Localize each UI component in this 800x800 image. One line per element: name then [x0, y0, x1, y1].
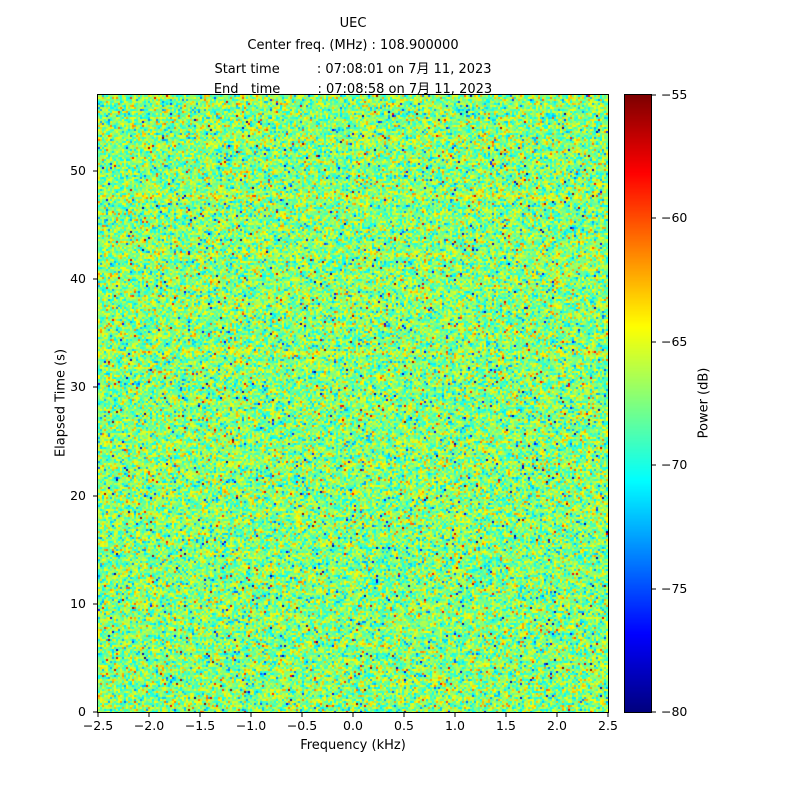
colorbar-tick-label: −65	[661, 333, 688, 349]
x-tick-label: −0.5	[286, 718, 318, 733]
x-tick-mark	[352, 713, 354, 717]
colorbar-tick-mark	[652, 464, 656, 466]
x-tick-mark	[250, 713, 252, 717]
colorbar-tick-label: −55	[661, 86, 688, 102]
plot-area	[97, 94, 609, 713]
y-tick-label: 10	[70, 595, 86, 611]
x-axis-label: Frequency (kHz)	[300, 738, 406, 753]
spectrogram-heatmap	[98, 95, 608, 712]
colorbar-gradient	[625, 95, 651, 712]
y-tick-mark	[93, 386, 97, 388]
colorbar-tick-mark	[652, 711, 656, 713]
x-tick-mark	[454, 713, 456, 717]
x-tick-mark	[301, 713, 303, 717]
figure-title: UEC	[339, 16, 367, 31]
x-tick-label: −1.0	[235, 718, 267, 733]
y-axis-label: Elapsed Time (s)	[53, 348, 69, 458]
colorbar-tick-mark	[652, 341, 656, 343]
colorbar-tick-mark	[652, 217, 656, 219]
colorbar-tick-mark	[652, 588, 656, 590]
x-tick-label: −2.0	[133, 718, 165, 733]
y-tick-label: 40	[70, 270, 86, 286]
x-tick-label: 0.5	[394, 718, 414, 733]
y-axis-ticks: 0 10 20 30 40 50	[0, 95, 97, 717]
x-tick-label: 0.0	[343, 718, 363, 733]
y-tick-mark	[93, 170, 97, 172]
y-tick-mark	[93, 495, 97, 496]
x-tick-mark	[607, 713, 609, 717]
x-tick-label: 2.0	[547, 718, 567, 733]
x-tick-label: −2.5	[82, 718, 114, 733]
x-tick-label: −1.5	[184, 718, 216, 733]
colorbar-tick-label: −75	[661, 580, 688, 596]
x-tick-mark	[97, 713, 99, 717]
y-tick-label: 50	[70, 162, 86, 178]
x-tick-mark	[505, 713, 507, 717]
colorbar-tick-mark	[652, 94, 656, 96]
x-axis-ticks: −2.5 −2.0 −1.5 −1.0 −0.5 0.0 0.5 1.0 1.5 2.0 2.5	[83, 713, 618, 747]
y-tick-label: 20	[70, 487, 86, 503]
colorbar-tick-label: −80	[661, 703, 688, 719]
x-tick-mark	[403, 713, 405, 717]
x-tick-label: 1.0	[445, 718, 465, 733]
colorbar-tick-label: −60	[661, 210, 688, 226]
colorbar-tick-label: −70	[661, 456, 688, 472]
colorbar-label: Power (dB)	[696, 367, 712, 439]
y-tick-mark	[93, 711, 97, 713]
y-tick-label: 30	[70, 379, 86, 394]
colorbar-ticks: −55 −60 −65 −70 −75 −80	[652, 88, 698, 717]
x-tick-mark	[556, 713, 558, 717]
x-tick-label: 2.5	[598, 718, 618, 733]
start-time-line: Start time : 07:08:01 on 7月 11, 2023	[214, 62, 492, 77]
y-tick-label: 0	[78, 703, 86, 719]
x-tick-mark	[148, 713, 150, 717]
end-time-line: End time : 07:08:58 on 7月 11, 2023	[213, 82, 493, 97]
y-tick-mark	[93, 278, 97, 280]
colorbar	[624, 94, 652, 713]
center-freq-line: Center freq. (MHz) : 108.900000	[247, 38, 459, 53]
y-tick-mark	[93, 603, 97, 605]
x-tick-mark	[199, 713, 201, 717]
x-tick-label: 1.5	[496, 718, 516, 733]
